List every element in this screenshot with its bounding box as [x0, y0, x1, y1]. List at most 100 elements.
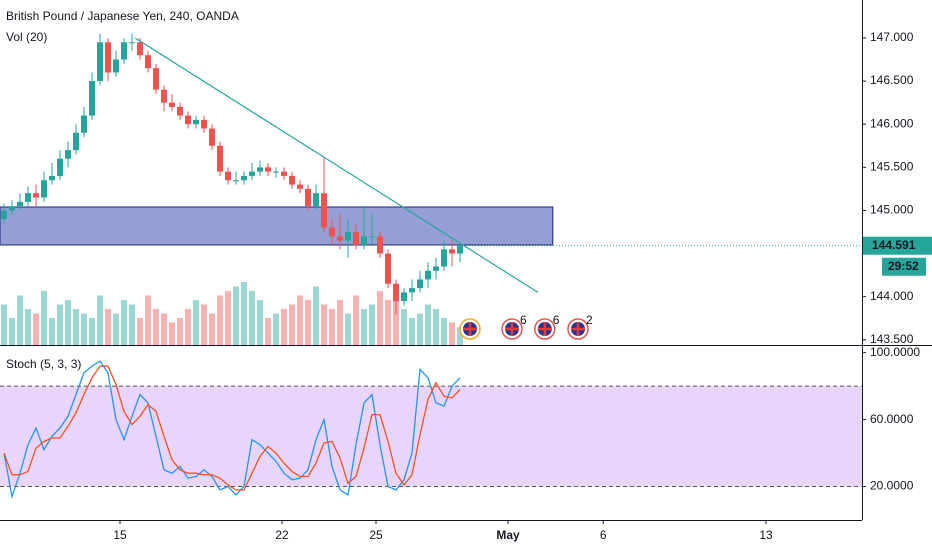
- candle-body: [401, 292, 407, 302]
- x-tick-label: 13: [759, 528, 773, 542]
- volume-bar: [9, 318, 15, 345]
- candle-body: [201, 119, 207, 129]
- volume-bar: [393, 295, 399, 345]
- volume-label: Vol (20): [6, 30, 47, 44]
- candle-body: [313, 193, 319, 207]
- volume-bar: [337, 300, 343, 345]
- volume-bar: [457, 327, 463, 345]
- volume-bar: [73, 309, 79, 345]
- candle-body: [409, 288, 415, 293]
- candle-body: [249, 171, 255, 176]
- volume-bar: [361, 309, 367, 345]
- volume-bar: [241, 282, 247, 345]
- stoch-band: [0, 386, 862, 487]
- volume-bar: [401, 309, 407, 345]
- y-tick-label: 143.500: [870, 332, 914, 346]
- volume-bar: [289, 304, 295, 345]
- volume-bar: [209, 313, 215, 345]
- volume-bar: [89, 318, 95, 345]
- volume-bar: [17, 295, 23, 345]
- volume-bar: [65, 300, 71, 345]
- candle-body: [209, 128, 215, 146]
- volume-bar: [345, 313, 351, 345]
- x-tick-label: 6: [600, 528, 607, 542]
- candle-body: [433, 266, 439, 271]
- volume-bar: [105, 309, 111, 345]
- volume-bar: [425, 304, 431, 345]
- volume-bar: [129, 304, 135, 345]
- volume-bar: [441, 318, 447, 345]
- candle-body: [57, 158, 63, 176]
- volume-bar: [377, 291, 383, 345]
- candle-body: [289, 175, 295, 185]
- volume-bar: [449, 322, 455, 345]
- candle-body: [1, 210, 7, 220]
- volume-bar: [177, 318, 183, 345]
- candle-body: [113, 59, 119, 73]
- candle-body: [161, 89, 167, 103]
- volume-bar: [25, 309, 31, 345]
- volume-bar: [137, 318, 143, 345]
- support-zone: [0, 206, 554, 246]
- volume-bar: [1, 304, 7, 345]
- volume-bar: [233, 286, 239, 345]
- candle-body: [129, 42, 135, 44]
- stoch-line: [3, 360, 461, 500]
- x-tick-label: 15: [113, 528, 127, 542]
- volume-bar: [273, 313, 279, 345]
- volume-bar: [161, 313, 167, 345]
- volume-bar: [217, 295, 223, 345]
- candle-body: [273, 171, 279, 173]
- candle-body: [65, 150, 71, 159]
- candle-body: [281, 171, 287, 176]
- candle-body: [449, 249, 455, 254]
- candle-body: [49, 175, 55, 181]
- candle-body: [305, 188, 311, 207]
- volume-bar: [433, 309, 439, 345]
- y-tick-label: 60.0000: [870, 412, 914, 426]
- candle-body: [441, 249, 447, 267]
- candle-body: [425, 270, 431, 280]
- volume-bar: [329, 309, 335, 345]
- event-count: 6: [553, 313, 560, 327]
- volume-bar: [193, 300, 199, 345]
- volume-bar: [113, 313, 119, 345]
- trendline: [134, 37, 539, 293]
- volume-bar: [153, 309, 159, 345]
- volume-bar: [97, 295, 103, 345]
- volume-bar: [321, 304, 327, 345]
- y-tick-label: 100.0000: [870, 345, 920, 359]
- candle-body: [81, 115, 87, 133]
- volume-bar: [409, 318, 415, 345]
- candle-body: [241, 175, 247, 181]
- candle-body: [345, 232, 351, 241]
- volume-bar: [145, 295, 151, 345]
- y-tick-label: 145.000: [870, 203, 914, 217]
- candle-body: [257, 167, 263, 172]
- volume-bar: [297, 295, 303, 345]
- volume-bar: [313, 286, 319, 345]
- candle-body: [105, 42, 111, 73]
- last-price-box: [863, 236, 932, 255]
- volume-bar: [225, 291, 231, 345]
- y-tick-label: 20.0000: [870, 479, 914, 493]
- candle-body: [417, 279, 423, 289]
- candle-body: [17, 201, 23, 207]
- volume-bar: [33, 313, 39, 345]
- countdown-box: [882, 257, 926, 276]
- volume-bar: [185, 309, 191, 345]
- volume-bar: [305, 300, 311, 345]
- volume-bar: [249, 291, 255, 345]
- candle-body: [265, 167, 271, 172]
- y-tick-label: 144.000: [870, 289, 914, 303]
- x-tick-label: May: [496, 528, 520, 542]
- volume-bar: [201, 304, 207, 345]
- candle-body: [369, 236, 375, 238]
- volume-bar: [369, 304, 375, 345]
- candle-body: [193, 119, 199, 125]
- x-tick-label: 25: [369, 528, 383, 542]
- event-count: 2: [586, 313, 593, 327]
- x-tick-label: 22: [275, 528, 289, 542]
- candle-body: [217, 145, 223, 172]
